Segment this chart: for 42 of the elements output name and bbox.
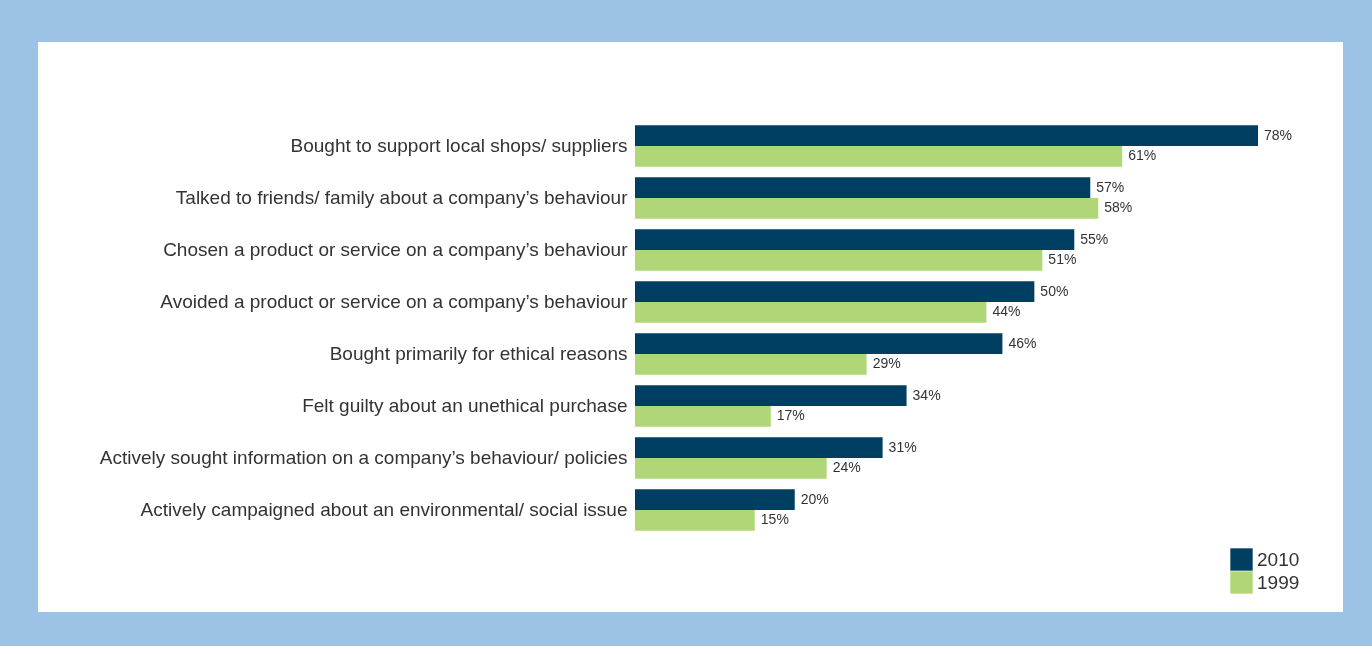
data-label: 44% [992,303,1021,320]
bar [635,354,867,375]
y-tick-label: Felt guilty about an unethical purchase [302,395,628,416]
bar [635,333,1003,354]
data-label: 57% [1096,178,1125,195]
bar [635,437,883,458]
bar [635,229,1075,250]
data-label: 61% [1128,147,1157,164]
data-label: 31% [888,438,917,455]
bar [635,198,1099,219]
y-tick-label: Talked to friends/ family about a company’s behaviour [175,187,629,208]
data-label: 29% [872,355,901,372]
legend-label: 2010 [1257,548,1300,570]
bar [635,489,795,510]
bar [635,458,827,479]
bar [635,125,1258,146]
y-tick-label: Chosen a product or service on a company’s behaviour [163,239,629,260]
bar [635,385,907,406]
data-label: 17% [776,407,805,424]
data-label: 51% [1048,251,1077,268]
data-label: 20% [800,490,829,507]
y-tick-label: Actively campaigned about an environmental/ social issue [140,499,628,520]
y-tick-label: Actively sought information on a company’s behaviour/ policies [99,447,628,468]
bar [635,177,1091,198]
y-tick-label: Bought to support local shops/ suppliers [290,135,628,156]
data-label: 15% [760,511,789,528]
bar [635,250,1043,271]
data-label: 46% [1008,334,1037,351]
data-label: 50% [1040,282,1069,299]
bar [635,510,755,531]
bar [635,406,771,427]
data-label: 34% [912,386,941,403]
data-label: 78% [1264,126,1293,143]
bar [635,146,1123,167]
data-label: 58% [1104,199,1133,216]
data-label: 55% [1080,230,1109,247]
bar [635,302,987,323]
bar [635,281,1035,302]
y-tick-label: Bought primarily for ethical reasons [329,343,628,364]
legend-label: 1999 [1257,571,1300,593]
data-label: 24% [832,459,861,476]
y-tick-label: Avoided a product or service on a company’s behaviour [160,291,629,312]
